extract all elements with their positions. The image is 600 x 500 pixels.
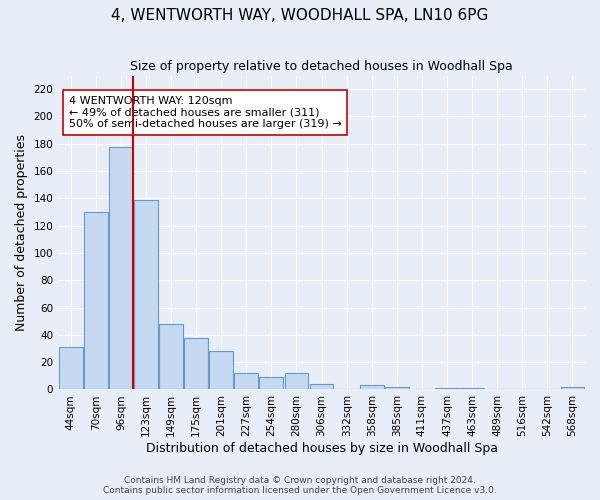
Title: Size of property relative to detached houses in Woodhall Spa: Size of property relative to detached ho… [130,60,513,73]
Bar [235,373,258,390]
Bar [184,338,208,390]
Text: 4 WENTWORTH WAY: 120sqm
← 49% of detached houses are smaller (311)
50% of semi-d: 4 WENTWORTH WAY: 120sqm ← 49% of detache… [69,96,341,129]
Y-axis label: Number of detached properties: Number of detached properties [15,134,28,331]
Bar [284,373,308,390]
Bar [84,212,108,390]
Bar [360,386,383,390]
Bar [134,200,158,390]
Text: Contains HM Land Registry data © Crown copyright and database right 2024.
Contai: Contains HM Land Registry data © Crown c… [103,476,497,495]
Text: 4, WENTWORTH WAY, WOODHALL SPA, LN10 6PG: 4, WENTWORTH WAY, WOODHALL SPA, LN10 6PG [112,8,488,22]
Bar [159,324,183,390]
Bar [460,388,484,390]
Bar [560,386,584,390]
Bar [310,384,334,390]
Bar [259,377,283,390]
Bar [435,388,459,390]
Bar [209,351,233,390]
Bar [59,347,83,390]
Bar [385,386,409,390]
Bar [109,146,133,390]
X-axis label: Distribution of detached houses by size in Woodhall Spa: Distribution of detached houses by size … [146,442,497,455]
